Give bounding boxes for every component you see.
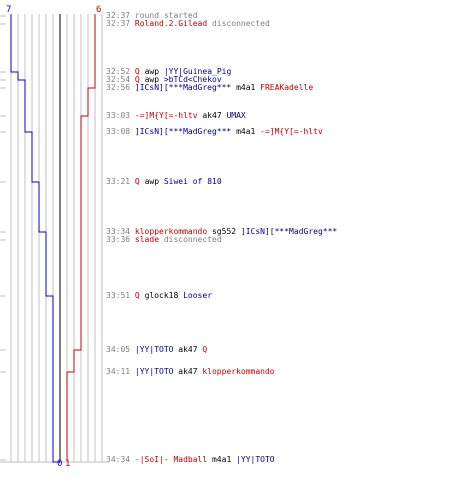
event-text: -=]M{Y[=-hltv — [260, 127, 323, 136]
event-text: Q — [134, 75, 140, 84]
event-text: awp — [139, 75, 164, 84]
event-text: ]ICsN][***MadGreg*** — [134, 83, 232, 92]
event-text: Q — [134, 177, 140, 186]
event-row: 33:34 klopperkommando sg552 ]ICsN][***Ma… — [106, 228, 337, 236]
event-time: 33:08 — [106, 127, 131, 136]
event-text: -|SoI|- Madball — [134, 455, 208, 464]
event-text: sg552 — [207, 227, 241, 236]
t-start-count: 6 — [96, 5, 102, 15]
event-text: klopperkommando — [202, 367, 275, 376]
event-text: glock18 — [139, 291, 184, 300]
round-timeline-graph — [0, 14, 106, 463]
event-text: Q — [134, 291, 140, 300]
event-text: slade — [134, 235, 160, 244]
event-time: 33:36 — [106, 235, 131, 244]
event-time: 32:37 — [106, 19, 131, 28]
event-text: Looser — [183, 291, 213, 300]
event-text: ak47 — [197, 111, 227, 120]
event-time: 33:34 — [106, 227, 131, 236]
event-text: Q — [134, 67, 140, 76]
event-row: 33:03 -=]M{Y[=-hltv ak47 UMAX — [106, 112, 246, 120]
event-time: 34:11 — [106, 367, 131, 376]
event-time: 32:37 — [106, 11, 131, 20]
event-row: 32:56 ]ICsN][***MadGreg*** m4a1 FREAKade… — [106, 84, 313, 92]
event-row: 34:05 |YY|TOTO ak47 Q — [106, 346, 207, 354]
event-row: 34:34 -|SoI|- Madball m4a1 |YY|TOTO — [106, 456, 275, 464]
event-time: 34:34 — [106, 455, 131, 464]
event-time: 33:21 — [106, 177, 131, 186]
event-text: |YY|TOTO — [134, 345, 174, 354]
event-text: disconnected — [207, 19, 270, 28]
event-text: |YY|TOTO — [236, 455, 275, 464]
event-text: ak47 — [173, 367, 203, 376]
event-text: m4a1 — [231, 83, 261, 92]
event-text: round started — [134, 11, 198, 20]
event-text: disconnected — [159, 235, 222, 244]
event-row: 32:37 round started — [106, 12, 198, 20]
event-row: 32:37 Roland.2.Gilead disconnected — [106, 20, 270, 28]
ct-start-count: 7 — [6, 5, 12, 15]
event-text: Q — [202, 345, 208, 354]
event-row: 33:08 ]ICsN][***MadGreg*** m4a1 -=]M{Y[=… — [106, 128, 323, 136]
event-text: awp — [139, 177, 164, 186]
event-text: m4a1 — [231, 127, 261, 136]
event-row: 32:52 Q awp |YY|Guinea_Pig — [106, 68, 231, 76]
event-row: 34:11 |YY|TOTO ak47 klopperkommando — [106, 368, 275, 376]
event-row: 33:36 slade disconnected — [106, 236, 222, 244]
event-text: awp — [139, 67, 164, 76]
event-text: -=]M{Y[=-hltv — [134, 111, 198, 120]
event-text: >bTCd<Chekov — [163, 75, 222, 84]
event-row: 33:21 Q awp Siwei of 810 — [106, 178, 222, 186]
event-time: 33:51 — [106, 291, 131, 300]
event-text: |YY|Guinea_Pig — [163, 67, 232, 76]
event-text: ]ICsN][***MadGreg*** — [134, 127, 232, 136]
event-row: 33:51 Q glock18 Looser — [106, 292, 212, 300]
event-text: ]ICsN][***MadGreg*** — [240, 227, 338, 236]
event-text: ak47 — [173, 345, 203, 354]
event-text: |YY|TOTO — [134, 367, 174, 376]
ct-alive-line — [10, 14, 60, 463]
event-time: 32:54 — [106, 75, 131, 84]
event-time: 32:56 — [106, 83, 131, 92]
event-text: Siwei of 810 — [163, 177, 222, 186]
event-time: 33:03 — [106, 111, 131, 120]
t-end-count: 1 — [65, 459, 71, 469]
event-time: 34:05 — [106, 345, 131, 354]
event-row: 32:54 Q awp >bTCd<Chekov — [106, 76, 222, 84]
event-text: Roland.2.Gilead — [134, 19, 208, 28]
event-text: UMAX — [226, 111, 246, 120]
t-alive-line — [66, 14, 96, 460]
event-time: 32:52 — [106, 67, 131, 76]
event-text: FREAKadelle — [260, 83, 314, 92]
event-text: klopperkommando — [134, 227, 208, 236]
ct-end-count: 0 — [57, 459, 63, 469]
event-text: m4a1 — [207, 455, 237, 464]
